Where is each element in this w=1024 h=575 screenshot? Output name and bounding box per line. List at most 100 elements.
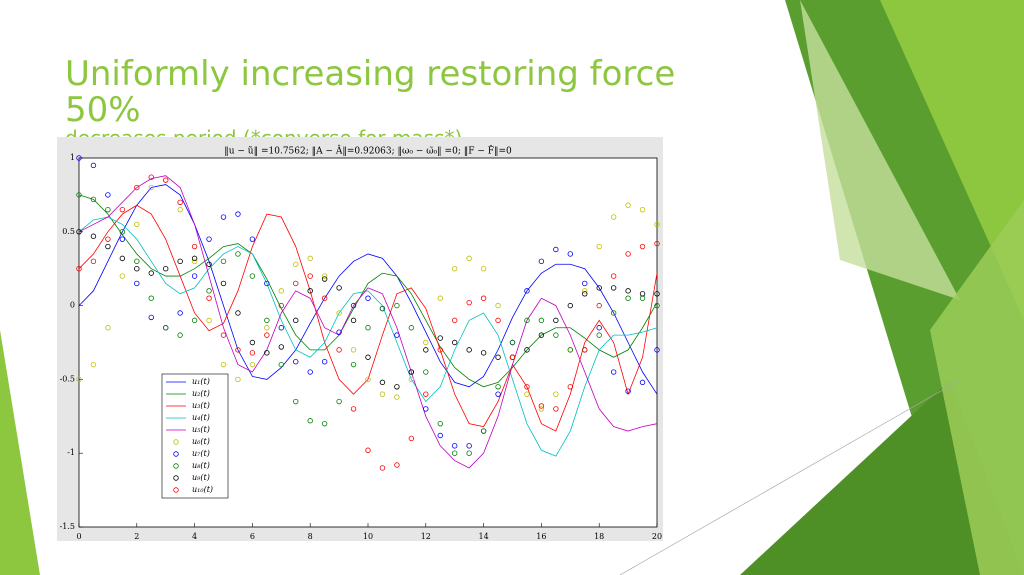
data-point — [278, 344, 284, 350]
data-point — [206, 288, 212, 294]
data-point — [177, 310, 183, 316]
y-tick-label: -0.5 — [60, 374, 75, 383]
data-point — [235, 211, 241, 217]
data-point — [437, 420, 443, 427]
data-point — [148, 270, 154, 276]
data-point — [191, 317, 198, 324]
data-point — [379, 379, 386, 386]
data-point — [191, 255, 198, 262]
data-point — [148, 295, 154, 301]
data-point — [134, 221, 140, 228]
x-tick-label: 20 — [652, 532, 662, 541]
data-point — [654, 302, 660, 309]
y-tick-label: -1 — [67, 448, 75, 457]
data-point — [423, 347, 429, 353]
data-point — [567, 302, 573, 309]
data-point — [350, 406, 357, 412]
data-point — [452, 339, 458, 346]
data-point — [365, 325, 371, 331]
legend-label: u₁₀(t) — [192, 485, 213, 494]
data-point — [365, 354, 371, 360]
legend-label: u₆(t) — [192, 437, 210, 446]
data-point — [90, 196, 97, 203]
data-point — [495, 302, 501, 309]
data-point — [90, 258, 97, 265]
data-point — [235, 251, 241, 257]
data-point — [596, 325, 602, 331]
y-tick-label: 0.5 — [62, 227, 75, 236]
data-point — [639, 206, 646, 213]
data-point — [538, 317, 545, 324]
legend-marker — [173, 475, 179, 481]
data-point — [466, 347, 472, 353]
data-point — [452, 265, 458, 272]
data-point — [76, 265, 82, 272]
data-point — [336, 285, 342, 291]
data-point — [379, 465, 386, 471]
data-point — [567, 251, 573, 257]
data-point — [278, 288, 284, 294]
data-point — [119, 273, 126, 279]
legend-label: u₁(t) — [192, 377, 210, 386]
data-point — [191, 273, 198, 279]
data-point — [625, 202, 631, 208]
y-tick-label: 1 — [70, 153, 75, 162]
data-line — [78, 175, 658, 469]
data-point — [394, 302, 400, 309]
data-point — [191, 258, 198, 265]
data-point — [495, 317, 501, 324]
data-point — [495, 354, 501, 360]
legend-label: u₄(t) — [192, 413, 210, 422]
data-point — [76, 376, 82, 383]
data-point — [524, 391, 530, 397]
data-point — [177, 258, 183, 265]
data-point — [148, 184, 154, 191]
data-point — [639, 291, 646, 297]
data-point — [90, 361, 97, 368]
data-point — [466, 450, 472, 456]
data-point — [437, 295, 443, 301]
data-point — [105, 236, 111, 242]
data-point — [307, 273, 313, 279]
data-point — [307, 418, 313, 424]
data-point — [365, 376, 371, 383]
data-point — [191, 243, 198, 250]
data-point — [336, 347, 342, 353]
data-point — [408, 376, 415, 383]
data-point — [639, 379, 646, 386]
data-point — [235, 347, 241, 353]
data-point — [278, 325, 284, 331]
data-point — [553, 246, 559, 253]
data-point — [220, 361, 227, 368]
data-point — [625, 388, 631, 394]
data-point — [466, 443, 472, 449]
data-point — [162, 325, 169, 331]
data-point — [538, 332, 545, 338]
data-point — [249, 236, 256, 242]
y-tick-label: 0 — [70, 301, 75, 310]
data-point — [350, 317, 357, 324]
data-point — [567, 384, 573, 390]
data-point — [293, 398, 299, 405]
legend-marker — [173, 463, 179, 469]
data-point — [553, 317, 559, 324]
data-line — [78, 216, 658, 457]
data-point — [480, 350, 487, 356]
data-point — [76, 155, 82, 161]
data-point — [264, 317, 270, 324]
data-point — [307, 255, 313, 262]
data-point — [509, 339, 516, 346]
x-tick-label: 10 — [363, 532, 373, 541]
data-point — [495, 384, 501, 390]
data-point — [177, 206, 183, 213]
data-point — [76, 192, 82, 198]
data-point — [379, 305, 386, 312]
data-point — [408, 369, 415, 375]
legend-label: u₇(t) — [192, 449, 210, 458]
data-point — [654, 221, 660, 228]
data-point — [610, 310, 617, 316]
data-point — [394, 394, 400, 400]
legend-box — [161, 373, 229, 499]
data-point — [177, 332, 183, 338]
data-point — [119, 255, 126, 262]
